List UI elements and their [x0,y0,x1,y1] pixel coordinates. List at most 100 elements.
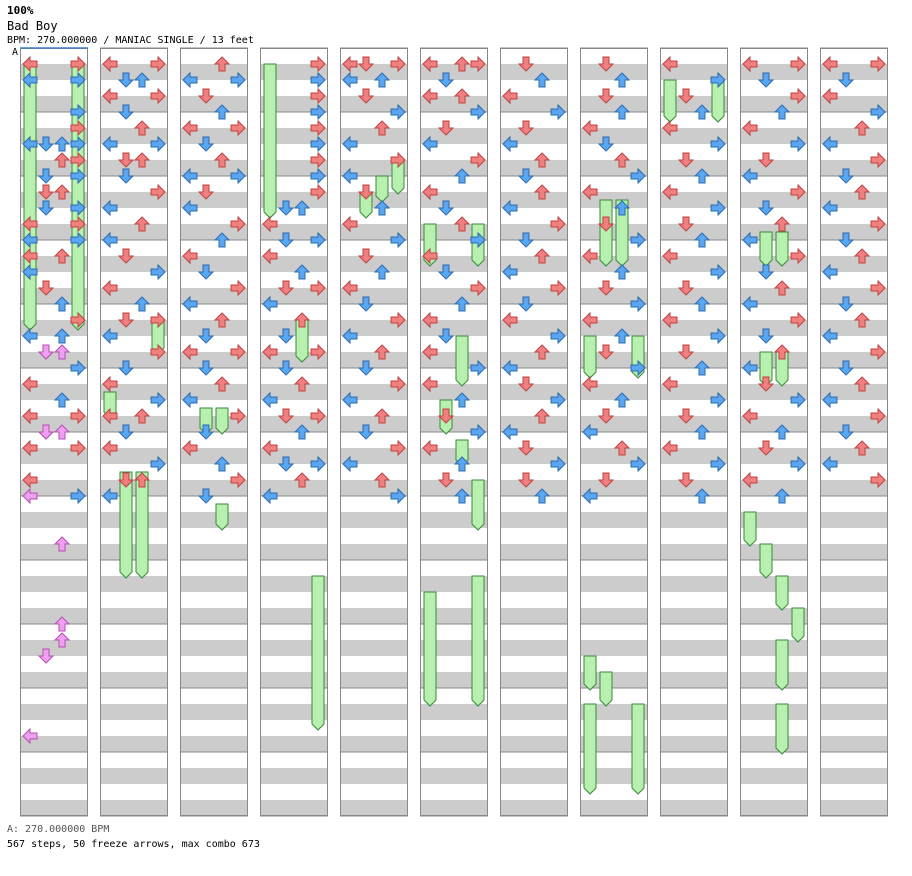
arrow-up [373,72,391,88]
arrow-up [293,200,311,216]
arrow-down [517,376,535,392]
arrow-down [197,488,215,504]
arrow-up [213,104,231,120]
arrow-right [150,263,166,281]
arrow-right [710,327,726,345]
arrow-right [150,135,166,153]
arrow-right [870,407,886,425]
arrow-left [102,231,118,249]
arrow-down [197,424,215,440]
arrow-right [710,263,726,281]
chart-column [500,47,568,817]
arrow-down [277,360,295,376]
arrow-up [453,56,471,72]
chart-column [740,47,808,817]
arrow-up [533,184,551,200]
arrow-up [213,376,231,392]
arrow-left [342,71,358,89]
arrow-left [102,199,118,217]
arrow-up [613,440,631,456]
arrow-down [837,424,855,440]
arrow-down [357,248,375,264]
arrow-right [550,455,566,473]
arrow-up [853,440,871,456]
arrow-up [373,200,391,216]
arrow-down [437,72,455,88]
arrow-right [310,279,326,297]
arrow-up [613,152,631,168]
arrow-right [70,167,86,185]
arrow-left [102,135,118,153]
arrow-right [790,455,806,473]
arrow-right [310,87,326,105]
arrow-right [470,55,486,73]
arrow-down [197,184,215,200]
arrow-up [693,488,711,504]
arrow-down [277,200,295,216]
arrow-up [613,104,631,120]
arrow-up [133,408,151,424]
arrow-right [870,471,886,489]
arrow-right [870,215,886,233]
arrow-down [677,88,695,104]
arrow-left [182,343,198,361]
chart-stats: 567 steps, 50 freeze arrows, max combo 6… [7,839,260,850]
arrow-right [310,183,326,201]
arrow-down [517,472,535,488]
arrow-down [597,88,615,104]
arrow-right [630,359,646,377]
arrow-right [390,151,406,169]
arrow-right [230,71,246,89]
arrow-right [310,151,326,169]
arrow-down [197,88,215,104]
arrow-left [822,327,838,345]
arrow-left [102,407,118,425]
arrow-down [677,216,695,232]
arrow-down [597,408,615,424]
zoom-level: 100% [7,4,34,17]
arrow-up [213,312,231,328]
arrow-down [357,296,375,312]
arrow-down [757,72,775,88]
arrow-up [853,184,871,200]
arrow-down [757,440,775,456]
arrow-up [773,344,791,360]
arrow-right [150,455,166,473]
arrow-left [742,471,758,489]
arrow-right [390,103,406,121]
arrow-left [262,391,278,409]
arrow-left [22,55,38,73]
freeze-arrow [215,407,229,435]
arrow-right [310,231,326,249]
arrow-left [422,311,438,329]
arrow-down [837,296,855,312]
arrow-down [117,248,135,264]
arrow-right [470,359,486,377]
arrow-left [662,439,678,457]
arrow-right [70,231,86,249]
arrow-right [230,407,246,425]
arrow-down [757,152,775,168]
arrow-up [533,152,551,168]
freeze-arrow [119,471,133,579]
arrow-right [70,135,86,153]
arrow-right [870,343,886,361]
arrow-up [133,296,151,312]
arrow-down [197,360,215,376]
arrow-left [22,71,38,89]
arrow-left [582,183,598,201]
arrow-up [853,312,871,328]
arrow-up [693,104,711,120]
chart-column [100,47,168,817]
arrow-right [550,279,566,297]
arrow-left [102,87,118,105]
arrow-right [230,279,246,297]
arrow-right [710,71,726,89]
arrow-down [117,104,135,120]
arrow-left [822,263,838,281]
shock-arrow-up [53,632,71,648]
freeze-arrow [775,231,789,267]
freeze-arrow [583,655,597,691]
arrow-left [422,247,438,265]
arrow-left [262,439,278,457]
